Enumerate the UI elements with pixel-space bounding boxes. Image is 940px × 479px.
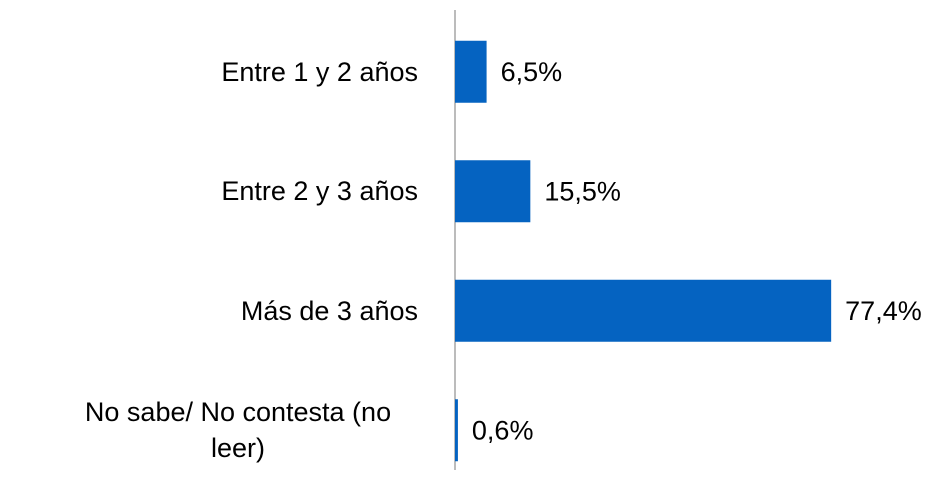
category-label: Entre 1 y 2 años <box>221 56 418 87</box>
value-label: 15,5% <box>544 176 621 206</box>
bar <box>455 399 458 462</box>
value-label: 0,6% <box>472 415 534 445</box>
bar <box>455 40 487 103</box>
value-label: 6,5% <box>501 57 563 87</box>
value-label: 77,4% <box>845 296 922 326</box>
category-label: Más de 3 años <box>240 295 418 326</box>
category-label: No sabe/ No contesta (no leer) <box>84 397 392 464</box>
bar <box>455 160 531 223</box>
bar <box>455 279 832 342</box>
category-label: Entre 2 y 3 años <box>221 176 418 207</box>
